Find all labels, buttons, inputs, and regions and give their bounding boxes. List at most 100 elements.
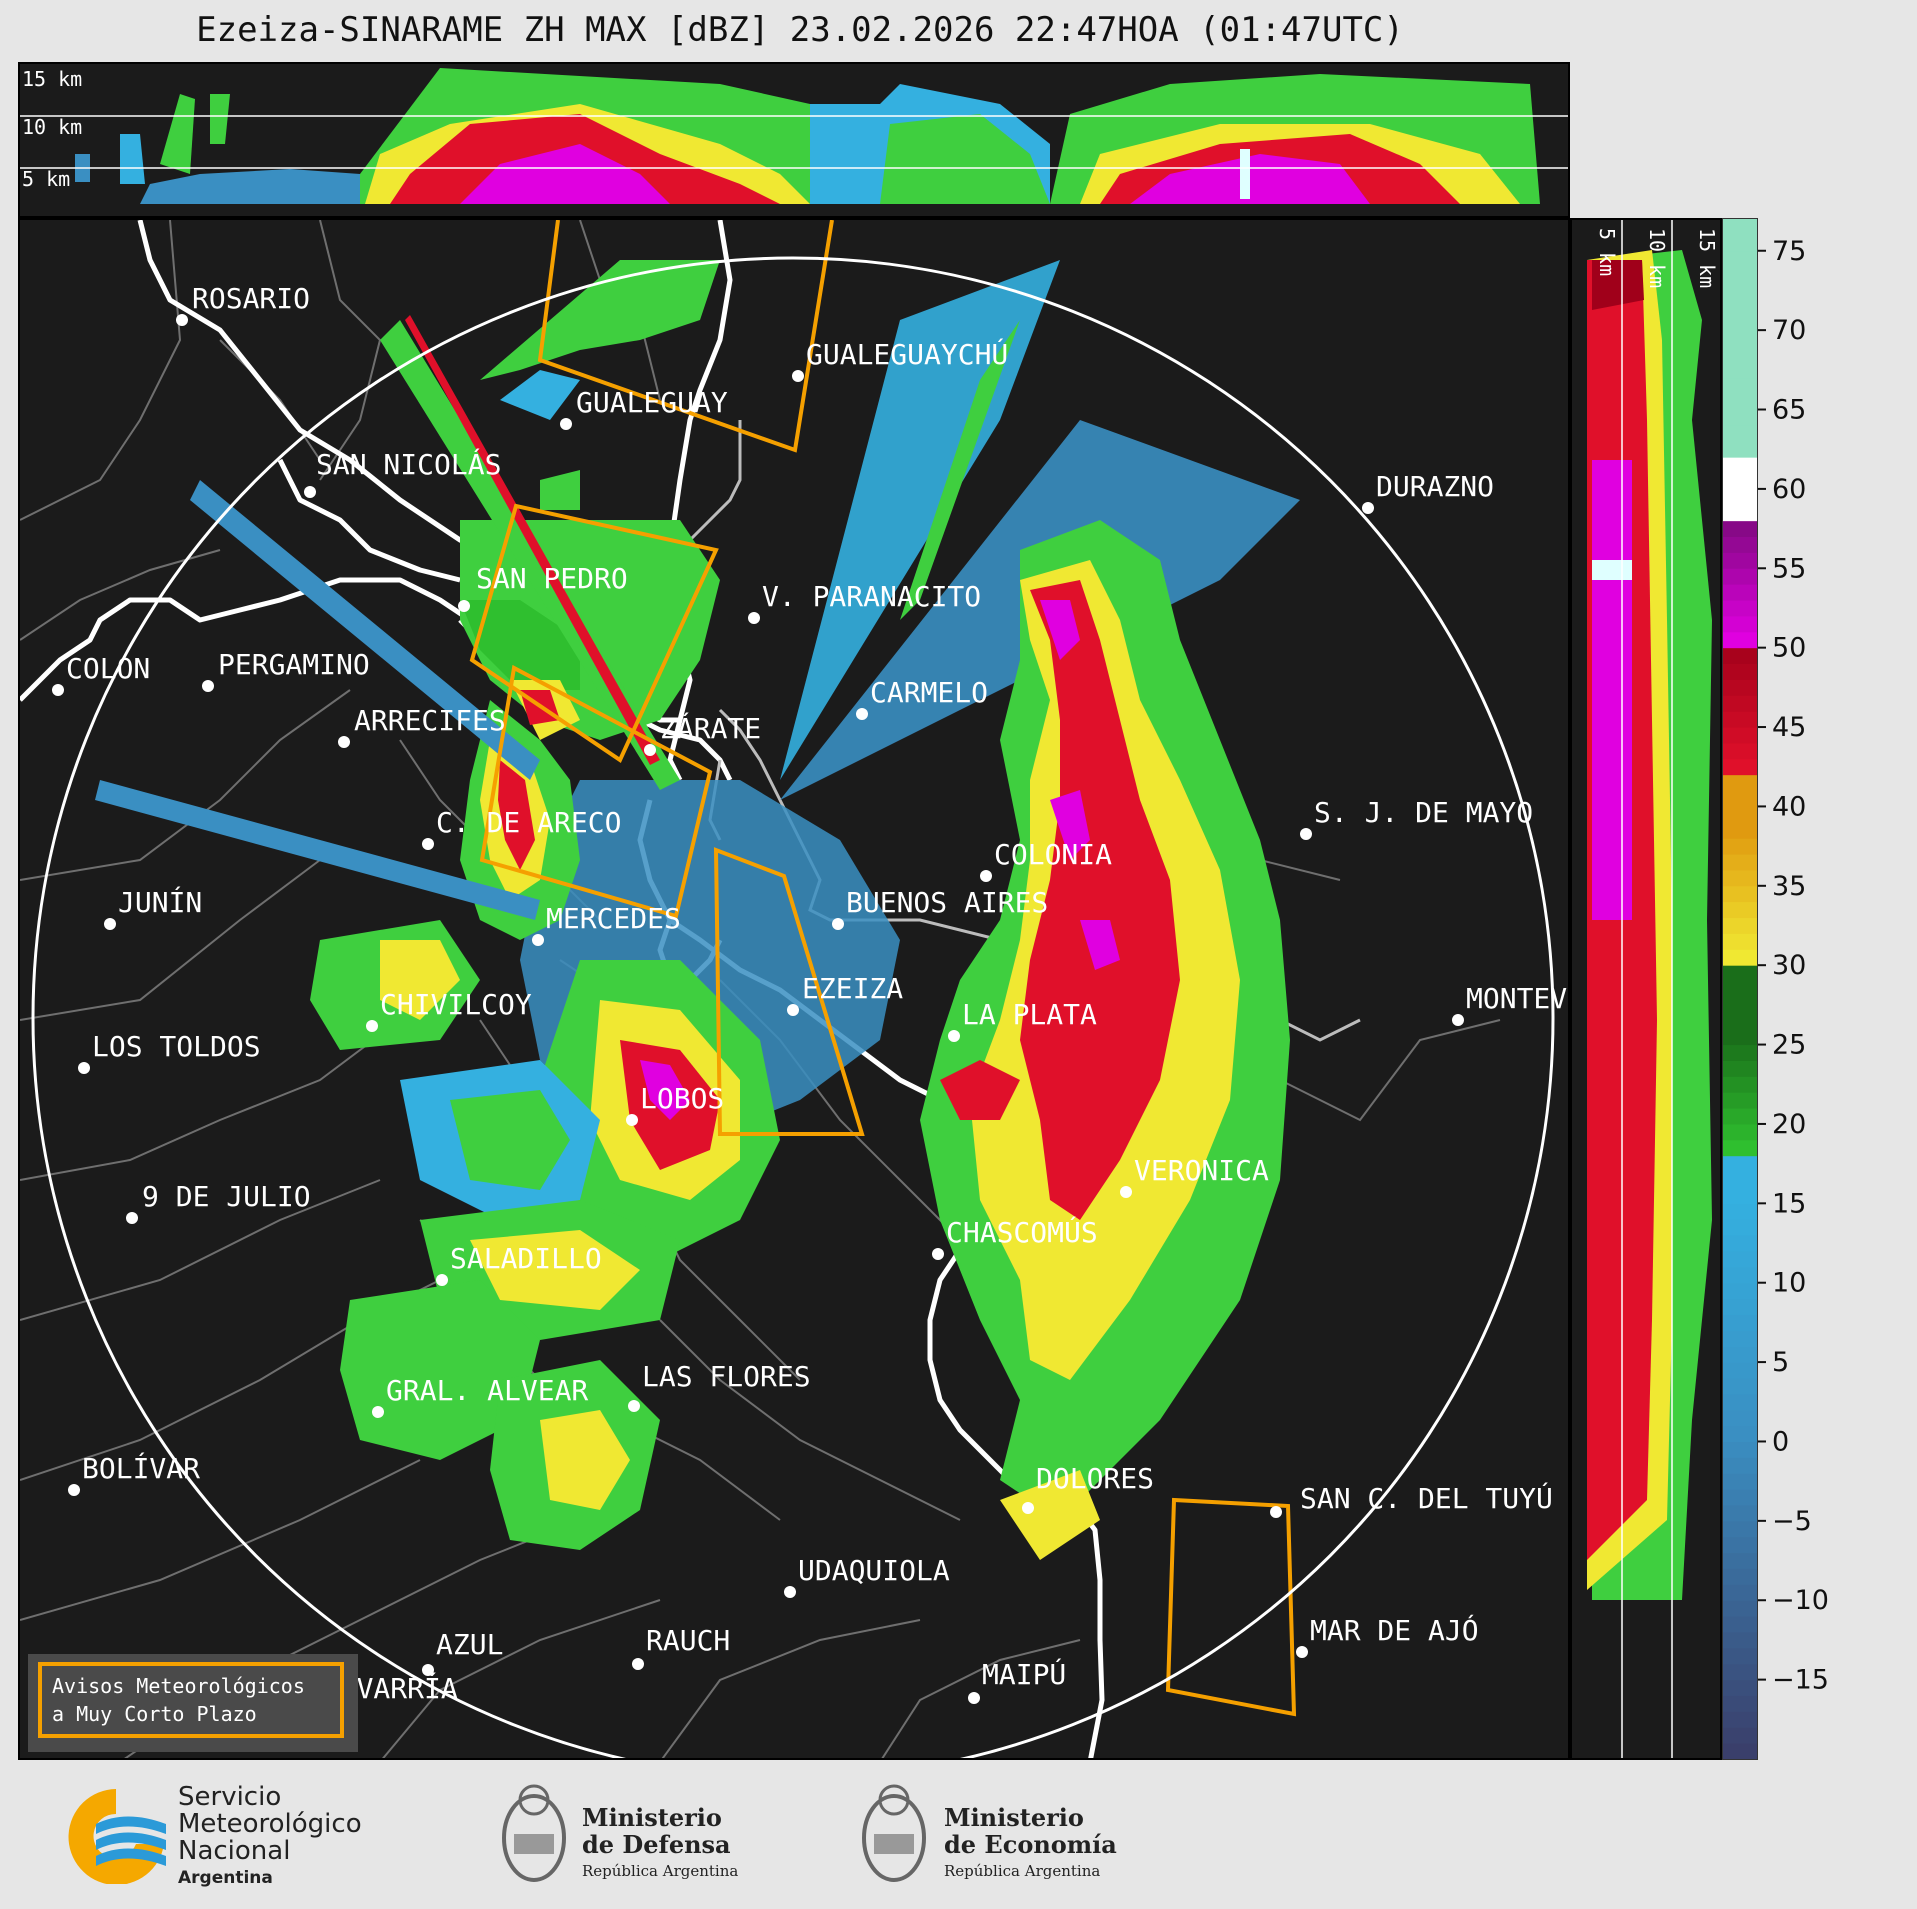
colorbar-segment (1723, 1029, 1757, 1045)
city-mar-de-ajo: MAR DE AJÓ (1296, 1613, 1479, 1658)
height-label-15km: 15 km (22, 67, 82, 91)
colorbar-tick-label: 40 (1772, 791, 1806, 822)
colorbar-segment (1723, 1219, 1757, 1235)
colorbar-segment (1723, 1553, 1757, 1569)
city-montev: MONTEV (1452, 982, 1567, 1026)
colorbar-segment (1723, 1251, 1757, 1267)
escudo-economia-icon (854, 1774, 934, 1898)
svg-text:UDAQUIOLA: UDAQUIOLA (798, 1554, 950, 1587)
city-udaquiola: UDAQUIOLA (784, 1554, 950, 1598)
colorbar-segment (1723, 1299, 1757, 1315)
colorbar-tick-label: 65 (1772, 395, 1806, 426)
colorbar-segment (1723, 886, 1757, 902)
colorbar-tick-label: 25 (1772, 1030, 1806, 1061)
svg-text:COLONIA: COLONIA (994, 838, 1112, 871)
side-height-label-10km: 10 km (1645, 228, 1669, 288)
colorbar-segment (1723, 1743, 1757, 1759)
colorbar-segment (1723, 1092, 1757, 1108)
city-las-flores: LAS FLORES (628, 1360, 811, 1412)
colorbar-segment (1723, 632, 1757, 648)
colorbar-segment (1723, 1568, 1757, 1584)
colorbar-segment (1723, 1076, 1757, 1092)
colorbar-segment (1723, 283, 1757, 299)
city-gualeguay: GUALEGUAY (560, 386, 728, 430)
city-durazno: DURAZNO (1362, 470, 1494, 514)
colorbar-segment (1723, 1616, 1757, 1632)
colorbar-gradient (1723, 219, 1757, 1759)
colorbar-tick-label: −15 (1772, 1665, 1829, 1696)
map-title: Ezeiza-SINARAME ZH MAX [dBZ] 23.02.2026 … (0, 10, 1600, 50)
colorbar-tick-label: 50 (1772, 633, 1806, 664)
colorbar-segment (1723, 235, 1757, 251)
colorbar-segment (1723, 711, 1757, 727)
svg-text:GUALEGUAY: GUALEGUAY (576, 386, 728, 419)
footer-logos: Servicio Meteorológico Nacional Argentin… (0, 1760, 1917, 1909)
colorbar-segment (1723, 505, 1757, 521)
side-cross-section-panel: 5 km 10 km 15 km (1570, 218, 1722, 1760)
svg-text:PERGAMINO: PERGAMINO (218, 648, 370, 681)
colorbar-tick-label: 35 (1772, 871, 1806, 902)
colorbar-segment (1723, 1362, 1757, 1378)
svg-text:MAIPÚ: MAIPÚ (982, 1657, 1066, 1691)
svg-text:CHASCOMÚS: CHASCOMÚS (946, 1215, 1098, 1249)
svg-text:VERONICA: VERONICA (1134, 1154, 1269, 1187)
colorbar-segment (1723, 1156, 1757, 1172)
svg-text:AZUL: AZUL (436, 1628, 503, 1661)
colorbar-segment (1723, 1330, 1757, 1346)
colorbar-segment (1723, 1378, 1757, 1394)
colorbar-segment (1723, 1600, 1757, 1616)
colorbar-segment (1723, 1346, 1757, 1362)
svg-text:ROSARIO: ROSARIO (192, 282, 310, 315)
svg-text:BOLÍVAR: BOLÍVAR (82, 1451, 200, 1485)
smn-logo-text: Servicio Meteorológico Nacional Argentin… (178, 1784, 362, 1892)
colorbar-tick-label: 15 (1772, 1188, 1806, 1219)
colorbar-segment (1723, 1394, 1757, 1410)
colorbar-segment (1723, 695, 1757, 711)
svg-text:S. J. DE MAYO: S. J. DE MAYO (1314, 796, 1533, 829)
svg-text:ZÁRATE: ZÁRATE (660, 711, 761, 745)
svg-text:V. PARANACITO: V. PARANACITO (762, 580, 981, 613)
colorbar-segment (1723, 1584, 1757, 1600)
colorbar-segment (1723, 584, 1757, 600)
colorbar-segment (1723, 1664, 1757, 1680)
colorbar-segment (1723, 346, 1757, 362)
colorbar-segment (1723, 838, 1757, 854)
colorbar-segment (1723, 822, 1757, 838)
svg-text:ARRECIFES: ARRECIFES (354, 704, 506, 737)
colorbar-segment (1723, 330, 1757, 346)
colorbar-segment (1723, 457, 1757, 473)
side-height-label-15km: 15 km (1695, 228, 1719, 288)
warnings-legend-line1: Avisos Meteorológicos (52, 1672, 330, 1700)
warnings-legend: Avisos Meteorológicos a Muy Corto Plazo (28, 1654, 358, 1752)
svg-text:LAS FLORES: LAS FLORES (642, 1360, 811, 1393)
echo-band (210, 94, 230, 144)
city-san-c-del-tuyu: SAN C. DEL TUYÚ (1270, 1481, 1553, 1518)
colorbar-segment (1723, 1187, 1757, 1203)
colorbar-segment (1723, 648, 1757, 664)
colorbar-segment (1723, 1648, 1757, 1664)
colorbar-segment (1723, 568, 1757, 584)
side-height-label-5km: 5 km (1595, 228, 1619, 276)
colorbar-segment (1723, 918, 1757, 934)
svg-text:DOLORES: DOLORES (1036, 1462, 1154, 1495)
colorbar-segment (1723, 362, 1757, 378)
svg-text:MERCEDES: MERCEDES (546, 902, 681, 935)
colorbar-segment (1723, 251, 1757, 267)
radar-map-panel: ROSARIO GUALEGUAYCHÚ GUALEGUAY SAN NICOL… (18, 218, 1570, 1760)
svg-text:LOBOS: LOBOS (640, 1082, 724, 1115)
smn-logo-icon (56, 1784, 176, 1884)
colorbar-segment (1723, 727, 1757, 743)
colorbar-segment (1723, 552, 1757, 568)
echo-core-white (1240, 149, 1250, 199)
colorbar-tick-label: 30 (1772, 950, 1806, 981)
top-cross-section-panel: 15 km 10 km 5 km (18, 62, 1570, 218)
colorbar-segment (1723, 314, 1757, 330)
economia-logo-text: Ministerio de Economía República Argenti… (944, 1804, 1117, 1885)
colorbar-segment (1723, 775, 1757, 791)
city-colon: COLON (52, 652, 150, 696)
city-azul: AZUL (422, 1628, 503, 1676)
colorbar-segment (1723, 473, 1757, 489)
colorbar-segment (1723, 1314, 1757, 1330)
colorbar-tick-label: 10 (1772, 1268, 1806, 1299)
